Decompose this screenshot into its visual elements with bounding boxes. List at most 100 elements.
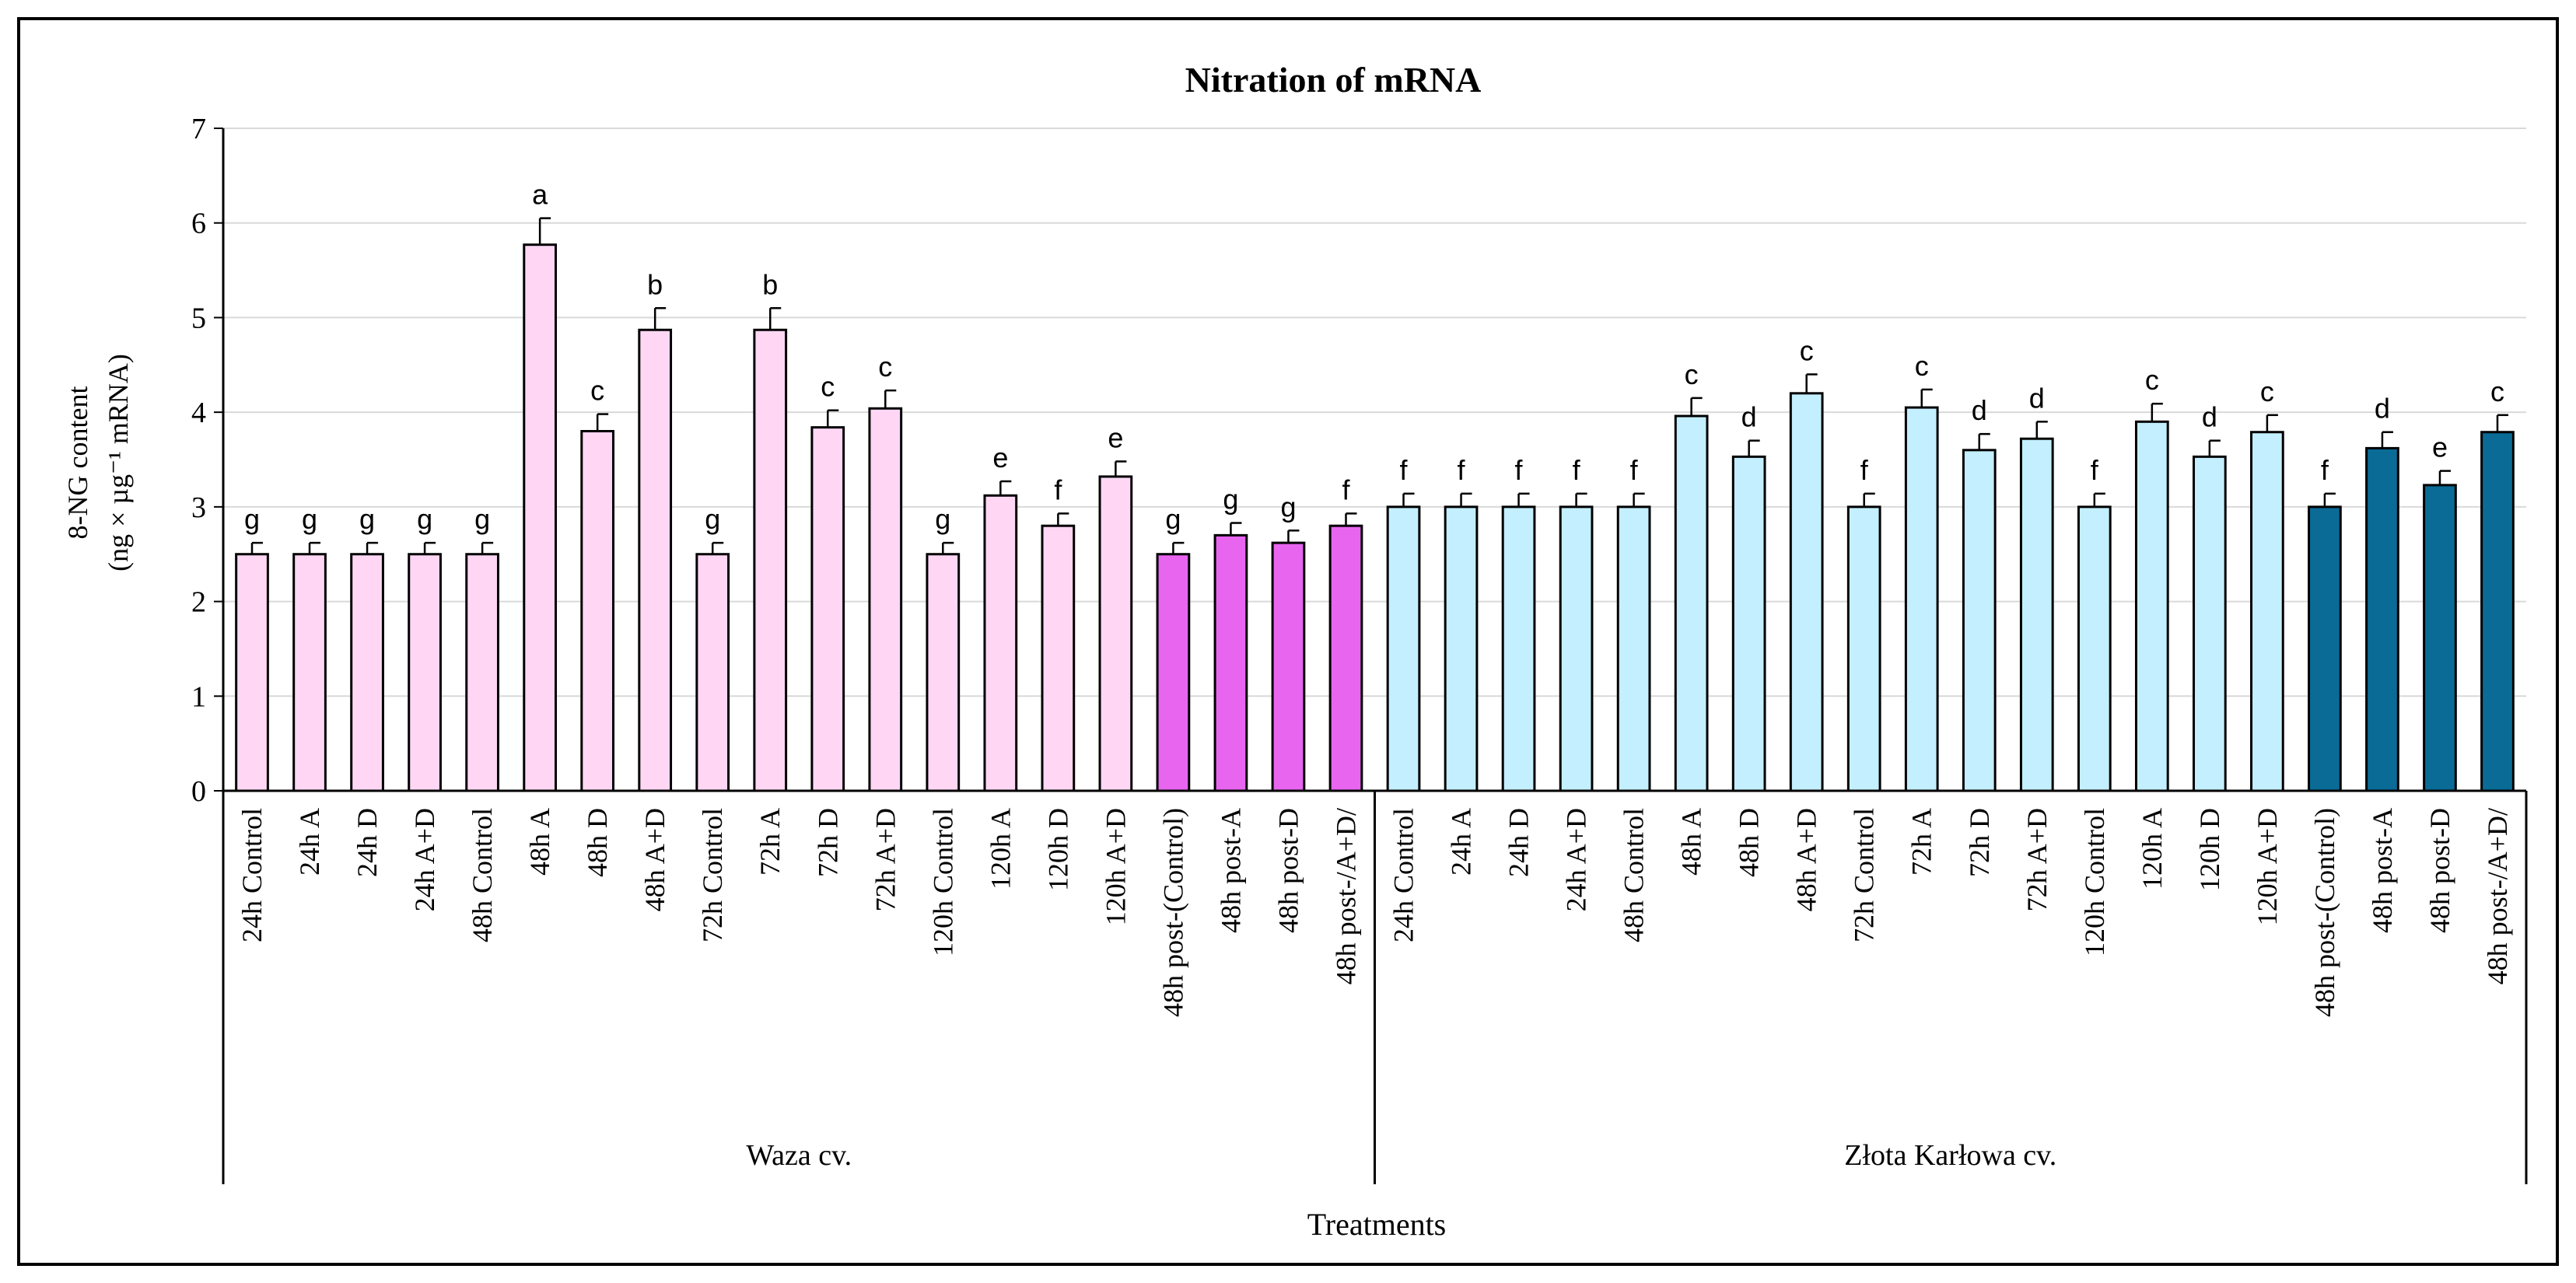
significance-letter: g	[705, 503, 720, 535]
bar	[1616, 505, 1651, 792]
significance-letter: c	[2490, 376, 2504, 407]
significance-letter: f	[2091, 454, 2099, 486]
y-tick-label: 5	[191, 302, 206, 334]
significance-letter: c	[878, 351, 892, 383]
significance-letter: c	[1800, 334, 1814, 366]
significance-letter: g	[1280, 491, 1296, 523]
y-tick-label: 0	[191, 775, 206, 808]
x-tick-label: 72h Control	[1849, 808, 1880, 942]
x-tick-label: 24h A+D	[1561, 808, 1592, 911]
significance-letter: f	[1458, 454, 1466, 486]
bar	[2250, 431, 2284, 792]
bar	[695, 553, 730, 792]
significance-letter: c	[821, 371, 835, 403]
bar	[408, 553, 442, 792]
significance-letter: f	[2321, 454, 2329, 486]
significance-letter: e	[2432, 432, 2448, 463]
bar	[1559, 505, 1594, 792]
x-tick-label: 120h A+D	[1100, 808, 1131, 925]
significance-letter: g	[417, 503, 432, 535]
x-tick-label: 120h D	[2194, 808, 2225, 891]
plot-area: 0 1 2 3 4 5 6 7 g 24h Control g 24h A g 24h D g 24h A+D…	[191, 113, 2528, 1184]
significance-letter: b	[762, 268, 778, 300]
x-tick-label: 48h D	[582, 808, 613, 877]
bar	[235, 553, 269, 792]
bar	[2365, 446, 2399, 792]
bar	[1213, 533, 1248, 792]
y-tick-label: 3	[191, 491, 206, 524]
y-tick-label: 4	[191, 397, 206, 429]
group-label: Waza cv.	[746, 1139, 852, 1172]
x-tick-label: 24h D	[1503, 808, 1535, 877]
x-tick-label: 120h D	[1042, 808, 1073, 891]
y-tick-label: 1	[191, 680, 206, 713]
bar	[1386, 505, 1421, 792]
significance-letter: c	[2145, 364, 2159, 396]
bar	[580, 429, 615, 792]
bar	[1846, 505, 1881, 792]
significance-letter: c	[590, 375, 604, 407]
chart-title: Nitration of mRNA	[1185, 60, 1482, 100]
bar	[2423, 484, 2457, 792]
y-axis-label-line1: 8-NG content	[62, 386, 93, 540]
bar	[292, 553, 327, 792]
bar	[1156, 553, 1191, 792]
significance-letter: e	[992, 442, 1008, 474]
significance-letter: g	[935, 503, 950, 535]
x-tick-label: 120h Control	[927, 808, 958, 956]
x-tick-label: 24h A	[294, 808, 325, 876]
x-tick-label: 120h Control	[2079, 808, 2110, 956]
x-tick-label: 48h A	[1676, 808, 1707, 876]
bar	[2134, 420, 2169, 792]
significance-letter: d	[2202, 401, 2217, 433]
x-tick-label: 24h A+D	[409, 808, 440, 911]
x-tick-label: 48h A	[524, 808, 555, 876]
bar	[638, 328, 673, 792]
bar	[1271, 541, 1306, 792]
x-tick-label: 48h post-(Control)	[2309, 808, 2340, 1017]
group-label: Złota Karłowa cv.	[1844, 1139, 2056, 1172]
bar	[465, 553, 499, 792]
significance-letter: d	[2375, 393, 2390, 425]
bar	[1904, 406, 1939, 792]
significance-letter: c	[2260, 376, 2274, 407]
significance-letter: g	[474, 503, 490, 535]
x-tick-label: 48h post-/A+D/	[2482, 808, 2513, 984]
significance-letter: g	[1165, 503, 1181, 535]
bar	[1731, 455, 1766, 792]
bar	[1501, 505, 1536, 792]
bar	[2019, 437, 2054, 792]
x-tick-label: 48h post-D	[1272, 808, 1304, 933]
x-tick-label: 48h post-A	[2367, 808, 2398, 933]
x-tick-label: 48h post-D	[2424, 808, 2455, 933]
significance-letter: e	[1108, 421, 1123, 453]
bar	[810, 426, 845, 792]
bar	[523, 243, 557, 792]
bar	[753, 328, 788, 792]
bar	[1444, 505, 1479, 792]
bar	[2308, 505, 2342, 792]
x-tick-label: 24h D	[352, 808, 383, 877]
bar	[1328, 524, 1363, 792]
y-axis-label-line2: (ng × µg⁻¹ mRNA)	[103, 354, 134, 572]
x-tick-label: 48h D	[1734, 808, 1765, 877]
x-axis-label: Treatments	[1307, 1207, 1447, 1242]
bar	[350, 553, 384, 792]
significance-letter: f	[1515, 454, 1524, 486]
significance-letter: g	[1223, 484, 1238, 516]
bar	[2077, 505, 2112, 792]
significance-letter: f	[1054, 474, 1062, 505]
x-tick-label: 48h post-(Control)	[1157, 808, 1188, 1017]
x-tick-label: 48h A+D	[1791, 808, 1822, 911]
y-tick-label: 2	[191, 586, 206, 619]
significance-letter: f	[1860, 454, 1869, 486]
bar	[2193, 455, 2227, 792]
x-tick-label: 72h A	[754, 808, 786, 876]
bar	[868, 407, 903, 792]
significance-letter: g	[359, 503, 375, 535]
x-tick-label: 72h A+D	[2021, 808, 2053, 911]
bar	[1041, 524, 1076, 792]
y-axis-label: 8-NG content (ng × µg⁻¹ mRNA)	[62, 354, 134, 572]
significance-letter: g	[302, 503, 317, 535]
